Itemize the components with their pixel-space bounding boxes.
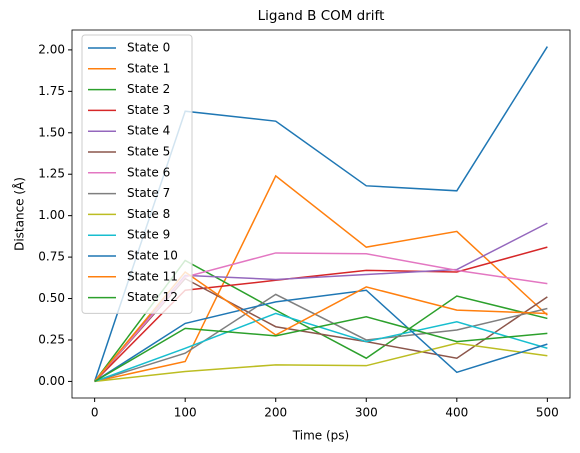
y-tick-label: 1.25 [38,167,65,181]
x-tick-label: 300 [355,406,378,420]
legend-label: State 11 [127,269,178,283]
legend-label: State 4 [127,124,170,138]
y-tick-label: 0.00 [38,374,65,388]
series-line [94,316,548,383]
series-line [94,289,548,383]
legend-label: State 7 [127,186,170,200]
legend-label: State 6 [127,165,170,179]
legend-label: State 5 [127,145,170,159]
x-tick-label: 500 [536,406,559,420]
legend-label: State 9 [127,228,170,242]
y-tick-label: 1.50 [38,125,65,139]
legend-label: State 3 [127,103,170,117]
y-tick-label: 1.00 [38,208,65,222]
x-tick-label: 400 [445,406,468,420]
legend-label: State 2 [127,82,170,96]
series-line [94,312,548,383]
series-line [94,342,548,383]
y-axis-label: Distance (Å) [12,177,27,251]
y-tick-label: 0.50 [38,291,65,305]
legend-label: State 10 [127,249,178,263]
legend-label: State 8 [127,207,170,221]
y-tick-label: 0.75 [38,250,65,264]
chart-title: Ligand B COM drift [258,8,385,24]
legend-box [81,34,193,314]
x-tick-label: 200 [264,406,287,420]
x-axis-label: Time (ps) [292,429,349,443]
x-tick-label: 100 [174,406,197,420]
legend: State 0 State 1 State 2 State 3 State 4 State… [81,34,193,314]
y-tick-label: 1.75 [38,84,65,98]
legend-label: State 0 [127,41,170,55]
series-line [94,174,548,383]
x-tick-label: 0 [91,406,99,420]
plot-frame [71,29,571,399]
y-tick-label: 0.25 [38,332,65,346]
legend-label: State 12 [127,290,178,304]
y-tick-label: 2.00 [38,42,65,56]
legend-label: State 1 [127,61,170,75]
